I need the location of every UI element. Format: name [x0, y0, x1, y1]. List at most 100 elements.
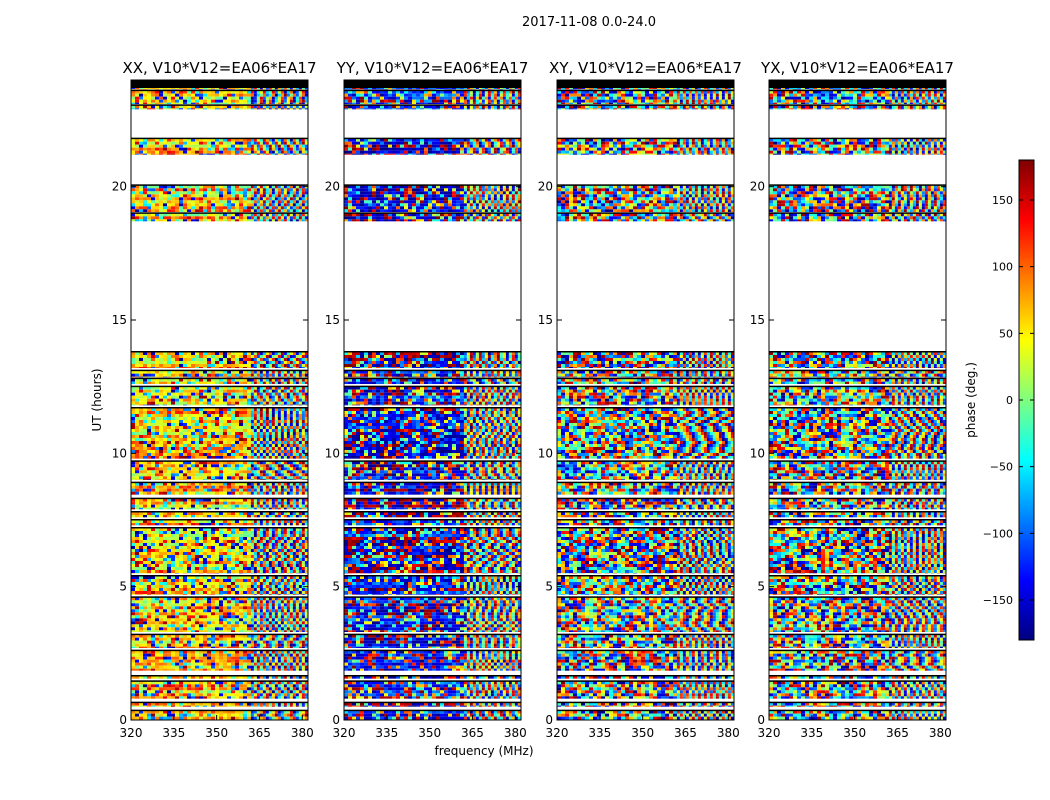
- heatmap-cell: [175, 561, 179, 564]
- heatmap-cell: [179, 615, 183, 619]
- heatmap-cell: [223, 627, 227, 631]
- heatmap-cell: [239, 570, 243, 573]
- heatmap-cell: [223, 564, 227, 567]
- heatmap-cell: [187, 567, 191, 570]
- heatmap-cell: [183, 411, 187, 414]
- heatmap-cell: [243, 531, 247, 534]
- heatmap-cell: [283, 597, 287, 601]
- heatmap-cell: [155, 528, 159, 531]
- heatmap-cell: [215, 591, 219, 594]
- heatmap-cell: [219, 429, 223, 432]
- heatmap-cell: [286, 523, 290, 526]
- heatmap-cell: [171, 637, 175, 641]
- heatmap-cell: [235, 444, 239, 447]
- heatmap-cell: [283, 423, 287, 426]
- heatmap-cell: [143, 676, 147, 679]
- heatmap-cell: [163, 464, 167, 468]
- heatmap-cell: [271, 656, 275, 660]
- heatmap-cell: [286, 453, 290, 456]
- heatmap-cell: [239, 603, 243, 607]
- heatmap-cell: [135, 453, 139, 456]
- heatmap-cell: [271, 498, 275, 502]
- heatmap-cell: [295, 470, 299, 474]
- heatmap-cell: [286, 650, 290, 654]
- heatmap-cell: [271, 597, 275, 601]
- heatmap-cell: [259, 634, 263, 638]
- heatmap-cell: [147, 561, 151, 564]
- heatmap-cell: [259, 621, 263, 625]
- heatmap-cell: [159, 665, 163, 669]
- heatmap-cell: [167, 423, 171, 426]
- heatmap-cell: [250, 668, 254, 671]
- heatmap-cell: [271, 426, 275, 429]
- heatmap-cell: [292, 555, 296, 558]
- heatmap-cell: [286, 504, 290, 508]
- heatmap-cell: [191, 585, 195, 588]
- heatmap-cell: [295, 523, 299, 526]
- heatmap-cell: [304, 612, 308, 616]
- heatmap-cell: [239, 408, 243, 411]
- heatmap-cell: [268, 564, 272, 567]
- heatmap-cell: [179, 447, 183, 450]
- heatmap-cell: [167, 444, 171, 447]
- heatmap-cell: [183, 567, 187, 570]
- heatmap-cell: [239, 653, 243, 657]
- heatmap-cell: [256, 432, 260, 435]
- heatmap-cell: [227, 600, 231, 604]
- heatmap-cell: [262, 504, 266, 508]
- heatmap-cell: [139, 634, 143, 638]
- heatmap-cell: [292, 546, 296, 549]
- heatmap-cell: [231, 579, 235, 582]
- heatmap-cell: [295, 594, 299, 595]
- heatmap-cell: [171, 512, 175, 515]
- heatmap-cell: [280, 597, 284, 601]
- heatmap-cell: [131, 531, 135, 534]
- heatmap-cell: [147, 534, 151, 537]
- heatmap-cell: [147, 408, 151, 411]
- heatmap-cell: [203, 426, 207, 429]
- heatmap-cell: [250, 705, 254, 707]
- heatmap-cell: [253, 653, 257, 657]
- heatmap-cell: [253, 408, 257, 411]
- heatmap-cell: [289, 447, 293, 450]
- heatmap-cell: [195, 537, 199, 540]
- heatmap-cell: [301, 582, 305, 585]
- heatmap-cell: [163, 627, 167, 631]
- heatmap-cell: [207, 684, 211, 688]
- heatmap-cell: [223, 609, 227, 613]
- heatmap-cell: [139, 438, 143, 441]
- heatmap-cell: [295, 473, 299, 477]
- heatmap-cell: [215, 646, 219, 648]
- heatmap-cell: [191, 520, 195, 523]
- heatmap-cell: [292, 417, 296, 420]
- heatmap-cell: [223, 461, 227, 465]
- heatmap-cell: [231, 453, 235, 456]
- heatmap-cell: [167, 540, 171, 543]
- heatmap-cell: [253, 646, 257, 648]
- heatmap-cell: [203, 456, 207, 459]
- heatmap-cell: [203, 552, 207, 555]
- heatmap-cell: [301, 504, 305, 508]
- heatmap-cell: [199, 441, 203, 444]
- heatmap-cell: [259, 576, 263, 579]
- heatmap-cell: [280, 564, 284, 567]
- heatmap-cell: [219, 615, 223, 619]
- heatmap-cell: [183, 426, 187, 429]
- heatmap-cell: [256, 389, 260, 393]
- heatmap-cell: [265, 716, 269, 720]
- heatmap-cell: [211, 653, 215, 657]
- heatmap-cell: [227, 438, 231, 441]
- heatmap-cell: [151, 656, 155, 660]
- heatmap-cell: [159, 615, 163, 619]
- heatmap-cell: [292, 501, 296, 505]
- heatmap-cell: [286, 687, 290, 691]
- heatmap-cell: [167, 597, 171, 601]
- heatmap-cell: [199, 504, 203, 508]
- heatmap-cell: [155, 512, 159, 515]
- heatmap-cell: [223, 702, 227, 706]
- heatmap-cell: [215, 461, 219, 465]
- heatmap-cell: [219, 479, 223, 480]
- heatmap-cell: [304, 531, 308, 534]
- heatmap-cell: [179, 543, 183, 546]
- heatmap-cell: [223, 429, 227, 432]
